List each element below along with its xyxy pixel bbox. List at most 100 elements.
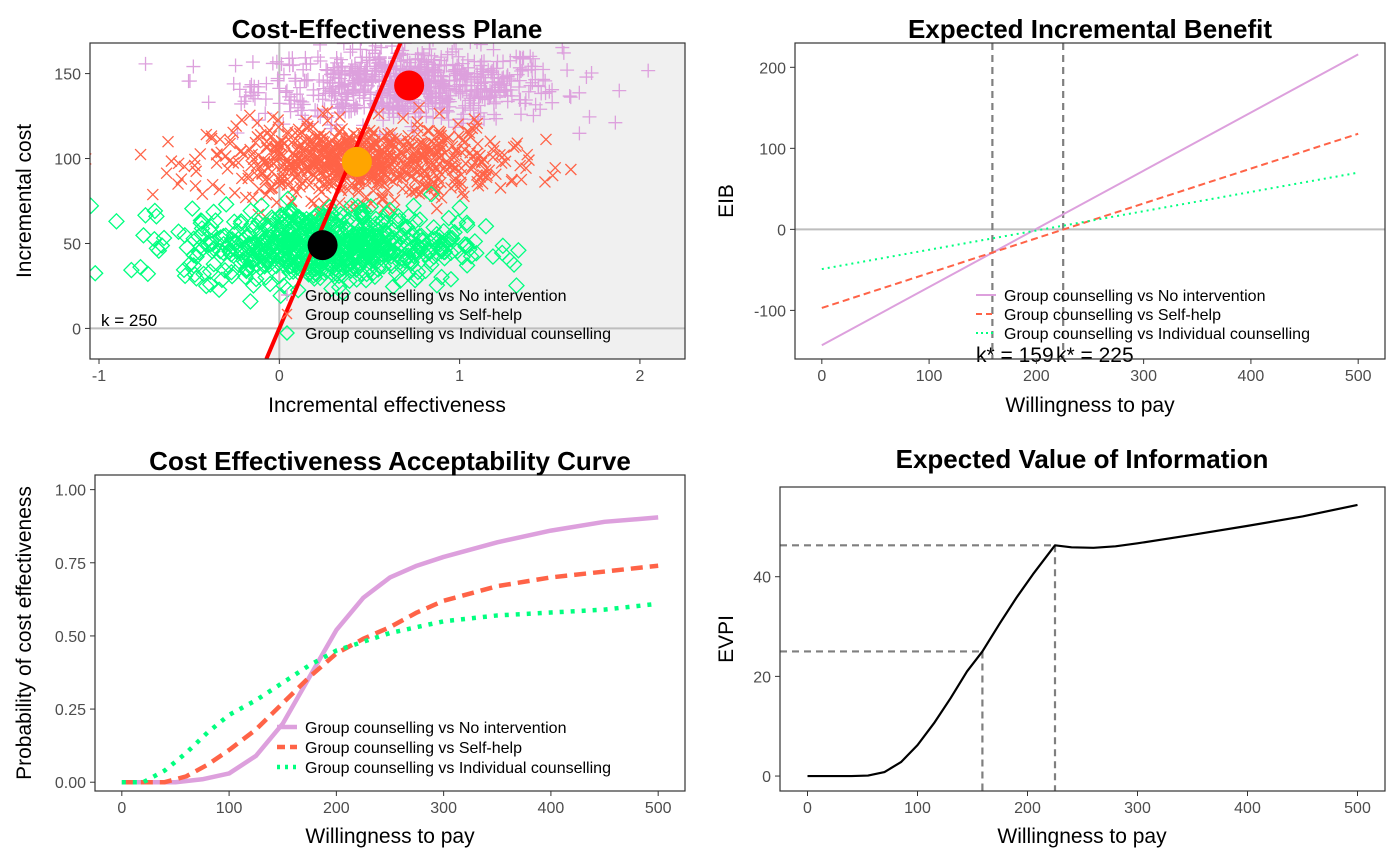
ce-point-diamond [334,233,352,251]
ce-point-plus [299,56,314,71]
ce-point-diamond [232,244,250,262]
ce-point-cross [254,161,267,174]
ce-point-plus [422,43,437,56]
ce-point-diamond [273,219,291,237]
eib-xtick-label: 100 [916,368,943,385]
ce-point-cross [538,175,551,188]
ce-point-diamond [356,216,374,233]
ce-point-cross [278,158,291,171]
ce-point-cross [488,140,501,153]
ce-point-diamond [458,216,476,234]
ce-point-cross [242,169,255,182]
ce-point-diamond [242,202,260,220]
ce-point-diamond [334,240,352,258]
ce-point-plus [542,84,557,99]
ce-point-plus [426,76,441,91]
ce-point-diamond [425,219,443,236]
ce-point-plus [441,92,456,107]
ce-point-plus [245,55,260,70]
ce-plane-title: Cost-Effectiveness Plane [232,14,543,44]
ce-point-cross [406,169,419,182]
ce-point-cross [318,164,331,177]
ce-point-diamond [245,277,262,294]
ce-point-plus [138,56,153,71]
ce-point-cross [413,101,426,114]
ce-point-plus [447,64,462,79]
ce-point-plus [433,74,448,89]
ceac-xtick-label: 100 [216,800,243,817]
eib-line-dotted [821,171,1359,271]
ce-point-diamond [183,200,201,218]
ce-point-diamond [284,263,302,281]
ce-point-plus [526,108,541,123]
eib-xtick-label: 500 [1345,368,1372,385]
ce-point-plus [416,48,431,63]
ce-point-cross [456,134,469,147]
ce-xtick-label: 0 [275,368,284,385]
ce-legend-item-self-help: Group counselling vs Self-help [305,307,522,324]
ceac-legend-item-individual: Group counselling vs Individual counsell… [305,760,611,777]
ce-point-diamond [417,262,434,280]
ce-point-cross [428,190,441,202]
ce-point-cross [316,142,329,155]
ce-point-plus [364,72,379,87]
ce-point-plus [331,64,346,79]
ce-point-cross [452,118,465,131]
ce-point-diamond [341,272,358,290]
ce-point-cross [510,140,522,153]
ce-point-diamond [213,271,231,289]
ce-point-cross [329,131,342,144]
ce-point-plus [560,63,575,78]
ce-point-cross [227,126,240,139]
ce-point-plus [545,95,560,110]
ce-point-cross [484,135,497,148]
ce-point-cross [172,178,184,191]
ceac-xtick-label: 500 [645,800,672,817]
ce-point-diamond [309,257,326,275]
ce-point-diamond [387,264,405,282]
ce-point-diamond [400,264,417,282]
ce-point-diamond [442,231,460,248]
ce-point-plus [469,43,471,50]
ce-point-cross [318,141,331,154]
evpi-plot-background [780,487,1385,791]
ce-point-diamond [319,208,337,225]
eib-breakeven-label-1: k* = 159 [976,344,1054,367]
ce-point-cross [372,107,385,120]
ce-point-diamond [422,185,440,203]
ce-point-plus [326,66,341,81]
evpi-panel: 0 100 200 300 400 500 0 20 40 Expected Value of … [715,444,1386,848]
ceac-legend-item-no-intervention: Group counselling vs No intervention [305,720,566,737]
ce-point-cross [213,183,226,196]
ce-point-cross [266,110,279,123]
ce-point-cross [196,188,209,201]
ce-point-diamond [261,275,279,293]
ce-point-plus [502,72,517,87]
ce-point-cross [324,154,337,167]
ce-point-cross [321,114,334,127]
ce-point-diamond [330,267,348,285]
eib-ytick-label: 100 [759,141,786,158]
ce-point-plus [545,82,560,97]
ce-point-cross [314,166,327,179]
ce-point-plus [534,86,549,101]
ce-point-diamond [458,256,476,274]
ce-point-diamond [454,248,471,266]
ce-point-cross [364,197,377,210]
ce-point-cross [206,178,219,191]
ce-point-cross [316,107,329,119]
ce-point-diamond [232,215,250,233]
ce-point-plus [446,64,461,79]
ce-point-cross [405,141,418,154]
ce-point-diamond [247,270,265,288]
ce-point-plus [395,103,410,118]
ce-point-diamond [484,248,502,265]
ce-point-cross [373,176,386,189]
evpi-ylabel: EVPI [715,615,738,663]
ce-point-diamond [302,212,320,230]
ce-point-cross [387,155,400,168]
ce-point-plus [432,43,434,47]
ce-point-plus [389,91,404,106]
ce-point-diamond [347,261,365,279]
